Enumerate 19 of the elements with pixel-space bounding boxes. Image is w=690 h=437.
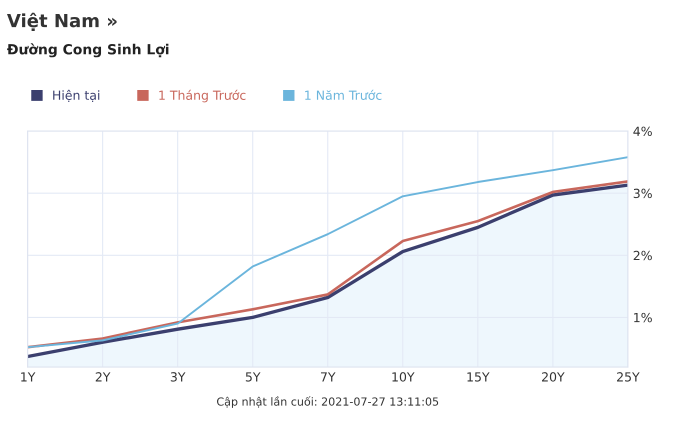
x-tick-label: 7Y <box>320 372 336 382</box>
x-tick-label: 3Y <box>170 372 186 382</box>
x-tick-label: 20Y <box>542 372 565 382</box>
legend-label: 1 Tháng Trước <box>159 90 246 102</box>
legend-label: Hiện tại <box>53 90 100 102</box>
chart-subtitle: Đường Cong Sinh Lợi <box>7 43 168 58</box>
y-tick-label: 3% <box>634 188 652 198</box>
x-tick-label: 25Y <box>617 372 640 382</box>
x-tick-label: 10Y <box>392 372 415 382</box>
y-tick-label: 2% <box>634 250 652 260</box>
chart-title: Việt Nam » <box>6 12 117 31</box>
x-tick-label: 15Y <box>467 372 490 382</box>
x-tick-label: 5Y <box>246 372 261 382</box>
x-tick-label: 1Y <box>21 372 36 382</box>
y-tick-label: 4% <box>633 126 652 136</box>
y-tick-label: 1% <box>634 312 652 322</box>
x-tick-label: 2Y <box>96 372 110 382</box>
text: Cập nhật lần cuối: 2021-07-27 13:11:05 <box>217 396 438 408</box>
legend-label: 1 Năm Trước <box>305 90 382 100</box>
